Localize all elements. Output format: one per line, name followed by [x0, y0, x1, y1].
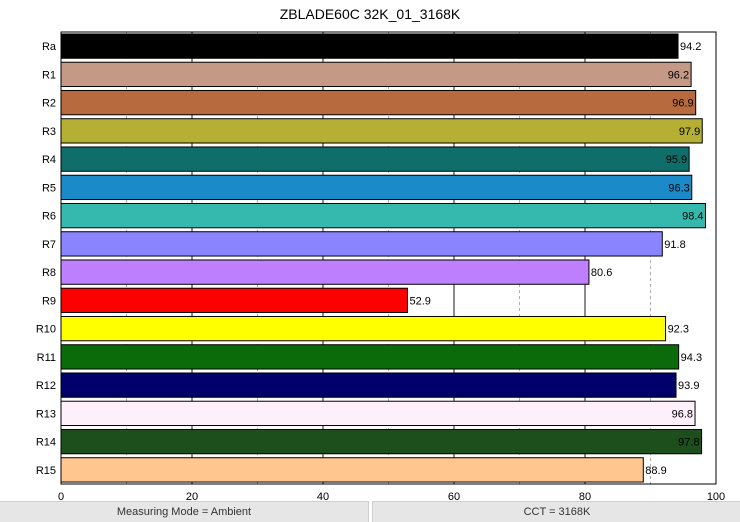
cct-status: CCT = 3168K: [372, 501, 740, 522]
bar-r3: [60, 118, 703, 144]
x-tick-label: 20: [186, 491, 198, 503]
bar-r10: [60, 315, 667, 342]
value-label: 97.9: [679, 126, 700, 138]
bar-r11: [60, 344, 680, 370]
x-tick-label: 60: [448, 491, 460, 503]
category-label: R6: [42, 211, 56, 223]
bar-r4: [60, 146, 690, 172]
category-label: R10: [36, 324, 56, 336]
bar-r5: [60, 174, 693, 201]
x-tick-label: 40: [317, 491, 329, 503]
x-tick-label: 80: [579, 491, 591, 503]
category-label: R5: [42, 182, 56, 194]
value-label: 96.8: [672, 408, 693, 420]
category-label: R1: [42, 69, 56, 81]
bars: [60, 33, 707, 483]
bar-r9: [60, 287, 408, 314]
x-tick-label: 100: [707, 491, 725, 503]
category-label: R14: [36, 437, 56, 449]
bar-r7: [60, 231, 663, 257]
category-label: R12: [36, 380, 56, 392]
bar-r8: [60, 259, 590, 285]
category-label: Ra: [42, 41, 57, 53]
category-label: R7: [42, 239, 56, 251]
bar-r2: [60, 89, 697, 116]
value-label: 92.3: [668, 324, 689, 336]
value-label: 52.9: [409, 295, 430, 307]
bar-ra: [60, 33, 679, 59]
category-label: R8: [42, 267, 56, 279]
category-label: R2: [42, 98, 56, 110]
bar-r1: [60, 61, 692, 88]
category-label: R4: [42, 154, 56, 166]
value-label: 96.9: [672, 98, 693, 110]
bar-r12: [60, 372, 677, 398]
value-label: 96.2: [668, 69, 689, 81]
category-label: R3: [42, 126, 56, 138]
plot-frame: [60, 31, 717, 485]
category-label: R9: [42, 295, 56, 307]
value-label: 96.3: [668, 182, 689, 194]
bar-r15: [60, 457, 644, 483]
value-label: 95.9: [666, 154, 687, 166]
value-label: 91.8: [664, 239, 685, 251]
value-label: 88.9: [645, 465, 666, 477]
measuring-mode-status: Measuring Mode = Ambient: [0, 501, 369, 522]
category-label: R13: [36, 408, 56, 420]
bar-r6: [60, 202, 707, 229]
value-label: 98.4: [682, 211, 703, 223]
category-label: R11: [37, 352, 56, 364]
value-label: 94.3: [681, 352, 702, 364]
labels: 0 20 40 60 80 100 Ra 94.2 R1 96.2 R2 96.9 R3 97.9 R4 95…: [36, 41, 725, 503]
value-label: 97.8: [678, 437, 699, 449]
value-label: 80.6: [591, 267, 612, 279]
bar-r14: [60, 428, 703, 455]
category-label: R15: [36, 465, 56, 477]
x-tick-label: 0: [58, 491, 64, 503]
value-label: 93.9: [678, 380, 699, 392]
value-label: 94.2: [680, 41, 701, 53]
bar-r13: [60, 400, 696, 427]
chart-title: ZBLADE60C 32K_01_3168K: [279, 6, 461, 22]
